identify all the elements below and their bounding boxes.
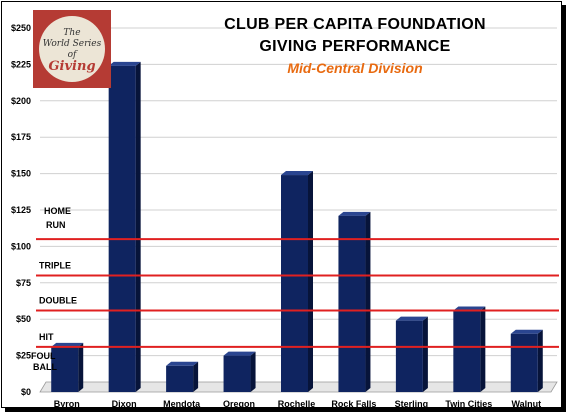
x-category-label: Rock Falls <box>331 399 376 409</box>
y-tick-label: $200 <box>11 96 31 106</box>
logo-badge: The World Series of Giving <box>39 16 105 82</box>
bar <box>166 361 199 392</box>
reference-lines: FOUL BALL HIT DOUBLE TRIPLE HOME RUN <box>31 206 559 372</box>
y-tick-label: $225 <box>11 59 31 69</box>
logo-text: The World Series of Giving <box>42 28 102 74</box>
x-category-label: Sterling <box>395 399 429 409</box>
y-tick-label: $250 <box>11 23 31 33</box>
x-category-label: Mendota <box>163 399 201 409</box>
bar <box>108 61 141 393</box>
x-category-label: Walnut <box>511 399 541 409</box>
y-tick-label: $175 <box>11 132 31 142</box>
bar <box>395 316 428 392</box>
x-category-label: Byron <box>54 399 80 409</box>
level-label: TRIPLE <box>39 261 71 271</box>
bar <box>510 329 543 392</box>
bar <box>51 342 84 392</box>
bar <box>453 306 486 392</box>
x-axis-categories: Byron Dixon Mendota Oregon Rochelle Rock Fall… <box>54 399 541 409</box>
chart-title-line2: GIVING PERFORMANCE <box>259 38 451 55</box>
y-tick-label: $0 <box>21 387 31 397</box>
bars <box>51 61 543 393</box>
x-category-label: Twin Cities <box>445 399 492 409</box>
bar <box>281 171 313 392</box>
bar <box>223 351 256 392</box>
level-label-home-run: HOME RUN <box>44 206 71 230</box>
y-tick-label: $150 <box>11 169 31 179</box>
chart-subtitle: Mid-Central Division <box>287 60 423 76</box>
y-tick-label: $125 <box>11 205 31 215</box>
level-label: DOUBLE <box>39 295 77 305</box>
x-category-label: Oregon <box>223 399 255 409</box>
x-category-label: Rochelle <box>278 399 316 409</box>
y-tick-label: $100 <box>11 241 31 251</box>
y-axis-ticks: $0 $25 $50 $75 $100 $125 $150 $175 $200 $225 $250 <box>11 23 31 397</box>
y-tick-label: $50 <box>16 314 31 324</box>
x-category-label: Dixon <box>112 399 137 409</box>
level-label: HIT <box>39 332 54 342</box>
chart-title-line1: CLUB PER CAPITA FOUNDATION <box>224 16 486 33</box>
y-tick-label: $25 <box>16 351 31 361</box>
world-series-logo: The World Series of Giving <box>33 10 111 88</box>
level-label-foul-ball: FOUL BALL <box>31 351 57 372</box>
y-tick-label: $75 <box>16 278 31 288</box>
